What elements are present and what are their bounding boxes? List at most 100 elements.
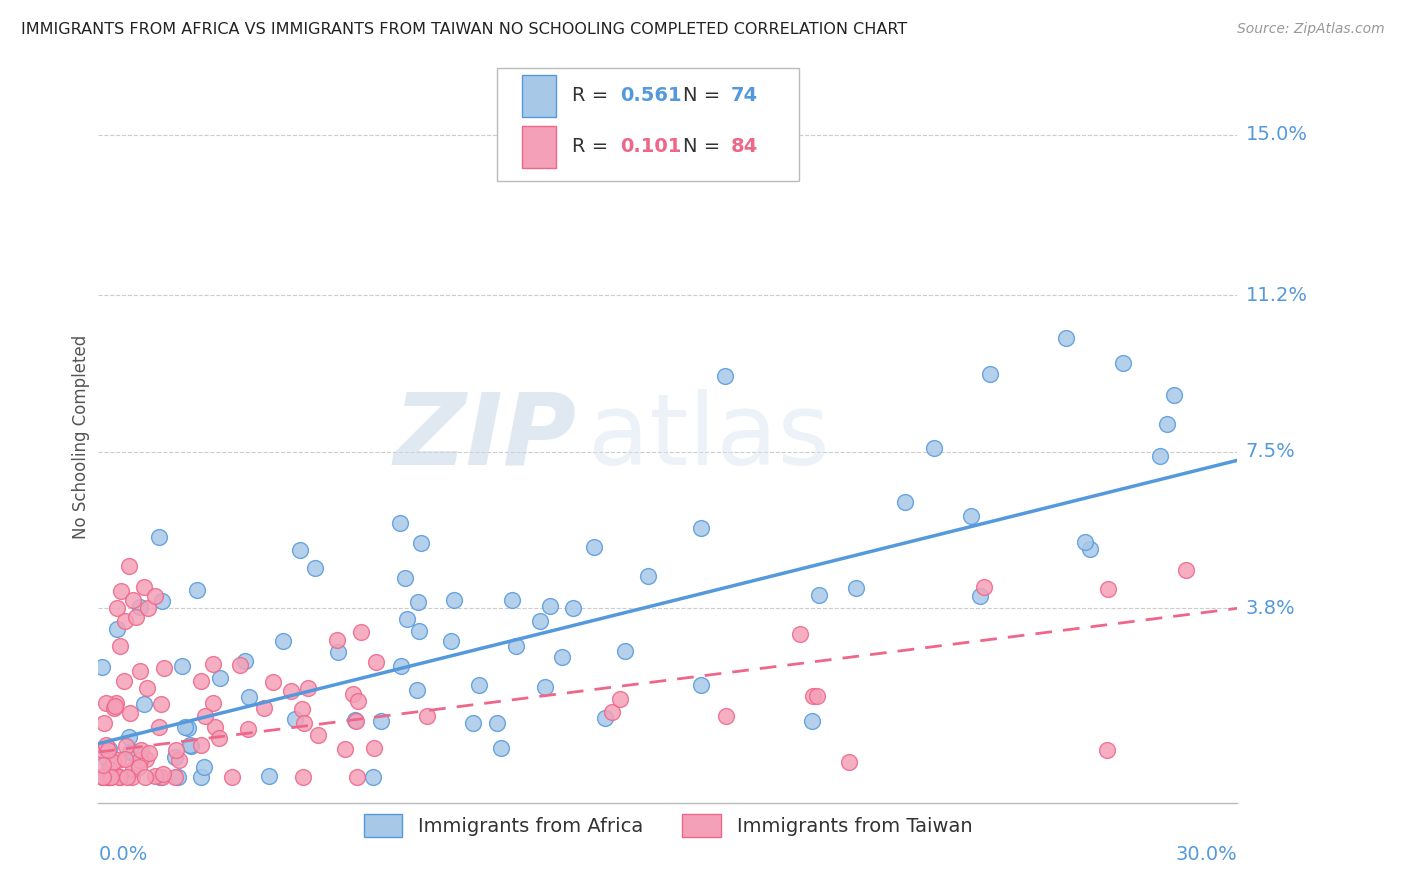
Point (134, 771, 156, 785)
Point (637, 569, 659, 583)
Point (291, 702, 314, 716)
Point (342, 687, 364, 701)
Point (118, 559, 141, 574)
Point (485, 715, 508, 730)
Point (1097, 582, 1119, 596)
Point (789, 627, 811, 641)
Point (408, 624, 430, 638)
Point (91, 743, 114, 757)
Point (96, 752, 118, 766)
Text: 11.2%: 11.2% (1246, 286, 1308, 305)
Point (1149, 449, 1171, 463)
Point (959, 508, 981, 523)
Point (93, 716, 115, 731)
Point (561, 601, 583, 615)
Text: 3.8%: 3.8% (1246, 599, 1295, 618)
Point (389, 516, 412, 531)
Point (344, 713, 367, 727)
Point (172, 658, 194, 673)
Point (104, 699, 127, 714)
Point (344, 714, 367, 728)
Point (100, 771, 122, 785)
Point (443, 592, 465, 607)
Point (491, 740, 513, 755)
Text: 0.0%: 0.0% (98, 845, 148, 864)
Point (132, 580, 155, 594)
Point (148, 531, 170, 545)
Point (98, 742, 121, 756)
Point (347, 694, 370, 708)
Point (609, 692, 631, 706)
Point (262, 674, 284, 689)
Point (136, 681, 159, 696)
Point (145, 589, 167, 603)
Point (115, 771, 138, 785)
Point (150, 771, 173, 785)
Text: 0.561: 0.561 (620, 87, 682, 105)
Point (463, 716, 485, 731)
Point (190, 739, 212, 753)
Text: ZIP: ZIP (394, 389, 576, 485)
Point (416, 709, 439, 723)
Text: atlas: atlas (588, 389, 830, 485)
Point (104, 696, 127, 710)
Point (538, 599, 561, 613)
Point (979, 367, 1001, 381)
Point (406, 595, 429, 609)
Point (100, 771, 122, 785)
Point (1163, 387, 1185, 401)
Point (411, 535, 433, 549)
Text: IMMIGRANTS FROM AFRICA VS IMMIGRANTS FROM TAIWAN NO SCHOOLING COMPLETED CORRELAT: IMMIGRANTS FROM AFRICA VS IMMIGRANTS FRO… (21, 22, 907, 37)
Point (595, 711, 617, 725)
Text: 15.0%: 15.0% (1246, 125, 1308, 145)
Point (186, 582, 208, 597)
Point (807, 588, 830, 602)
Point (838, 755, 860, 769)
Point (114, 739, 136, 754)
Text: N =: N = (683, 87, 725, 105)
Point (121, 771, 143, 785)
FancyBboxPatch shape (522, 75, 557, 117)
Point (801, 714, 824, 728)
Point (208, 731, 231, 745)
Point (304, 561, 326, 575)
Point (333, 741, 356, 756)
Point (173, 720, 195, 734)
Point (292, 771, 315, 785)
Point (1078, 542, 1101, 557)
Text: Source: ZipAtlas.com: Source: ZipAtlas.com (1237, 22, 1385, 37)
Point (288, 542, 311, 557)
Point (167, 771, 190, 785)
Point (129, 742, 152, 756)
Point (292, 715, 315, 730)
Text: 30.0%: 30.0% (1175, 845, 1237, 864)
Point (233, 654, 256, 668)
Point (257, 769, 280, 783)
Point (96, 771, 118, 785)
Point (149, 771, 172, 785)
Text: 84: 84 (731, 137, 758, 156)
Point (326, 632, 349, 647)
Point (389, 659, 412, 673)
Point (370, 714, 392, 729)
Point (94, 739, 117, 753)
Point (689, 678, 711, 692)
Point (614, 644, 637, 658)
Point (551, 650, 574, 665)
Point (973, 580, 995, 594)
Point (801, 689, 824, 703)
Point (143, 769, 166, 783)
FancyBboxPatch shape (498, 68, 799, 181)
Point (297, 681, 319, 695)
Point (114, 751, 136, 765)
Text: R =: R = (572, 137, 614, 156)
Point (202, 657, 225, 671)
Point (114, 614, 136, 628)
Point (128, 760, 150, 774)
Point (238, 723, 260, 737)
Point (689, 521, 711, 535)
Point (132, 698, 155, 712)
Point (501, 592, 523, 607)
Point (91, 660, 114, 674)
Point (201, 696, 224, 710)
